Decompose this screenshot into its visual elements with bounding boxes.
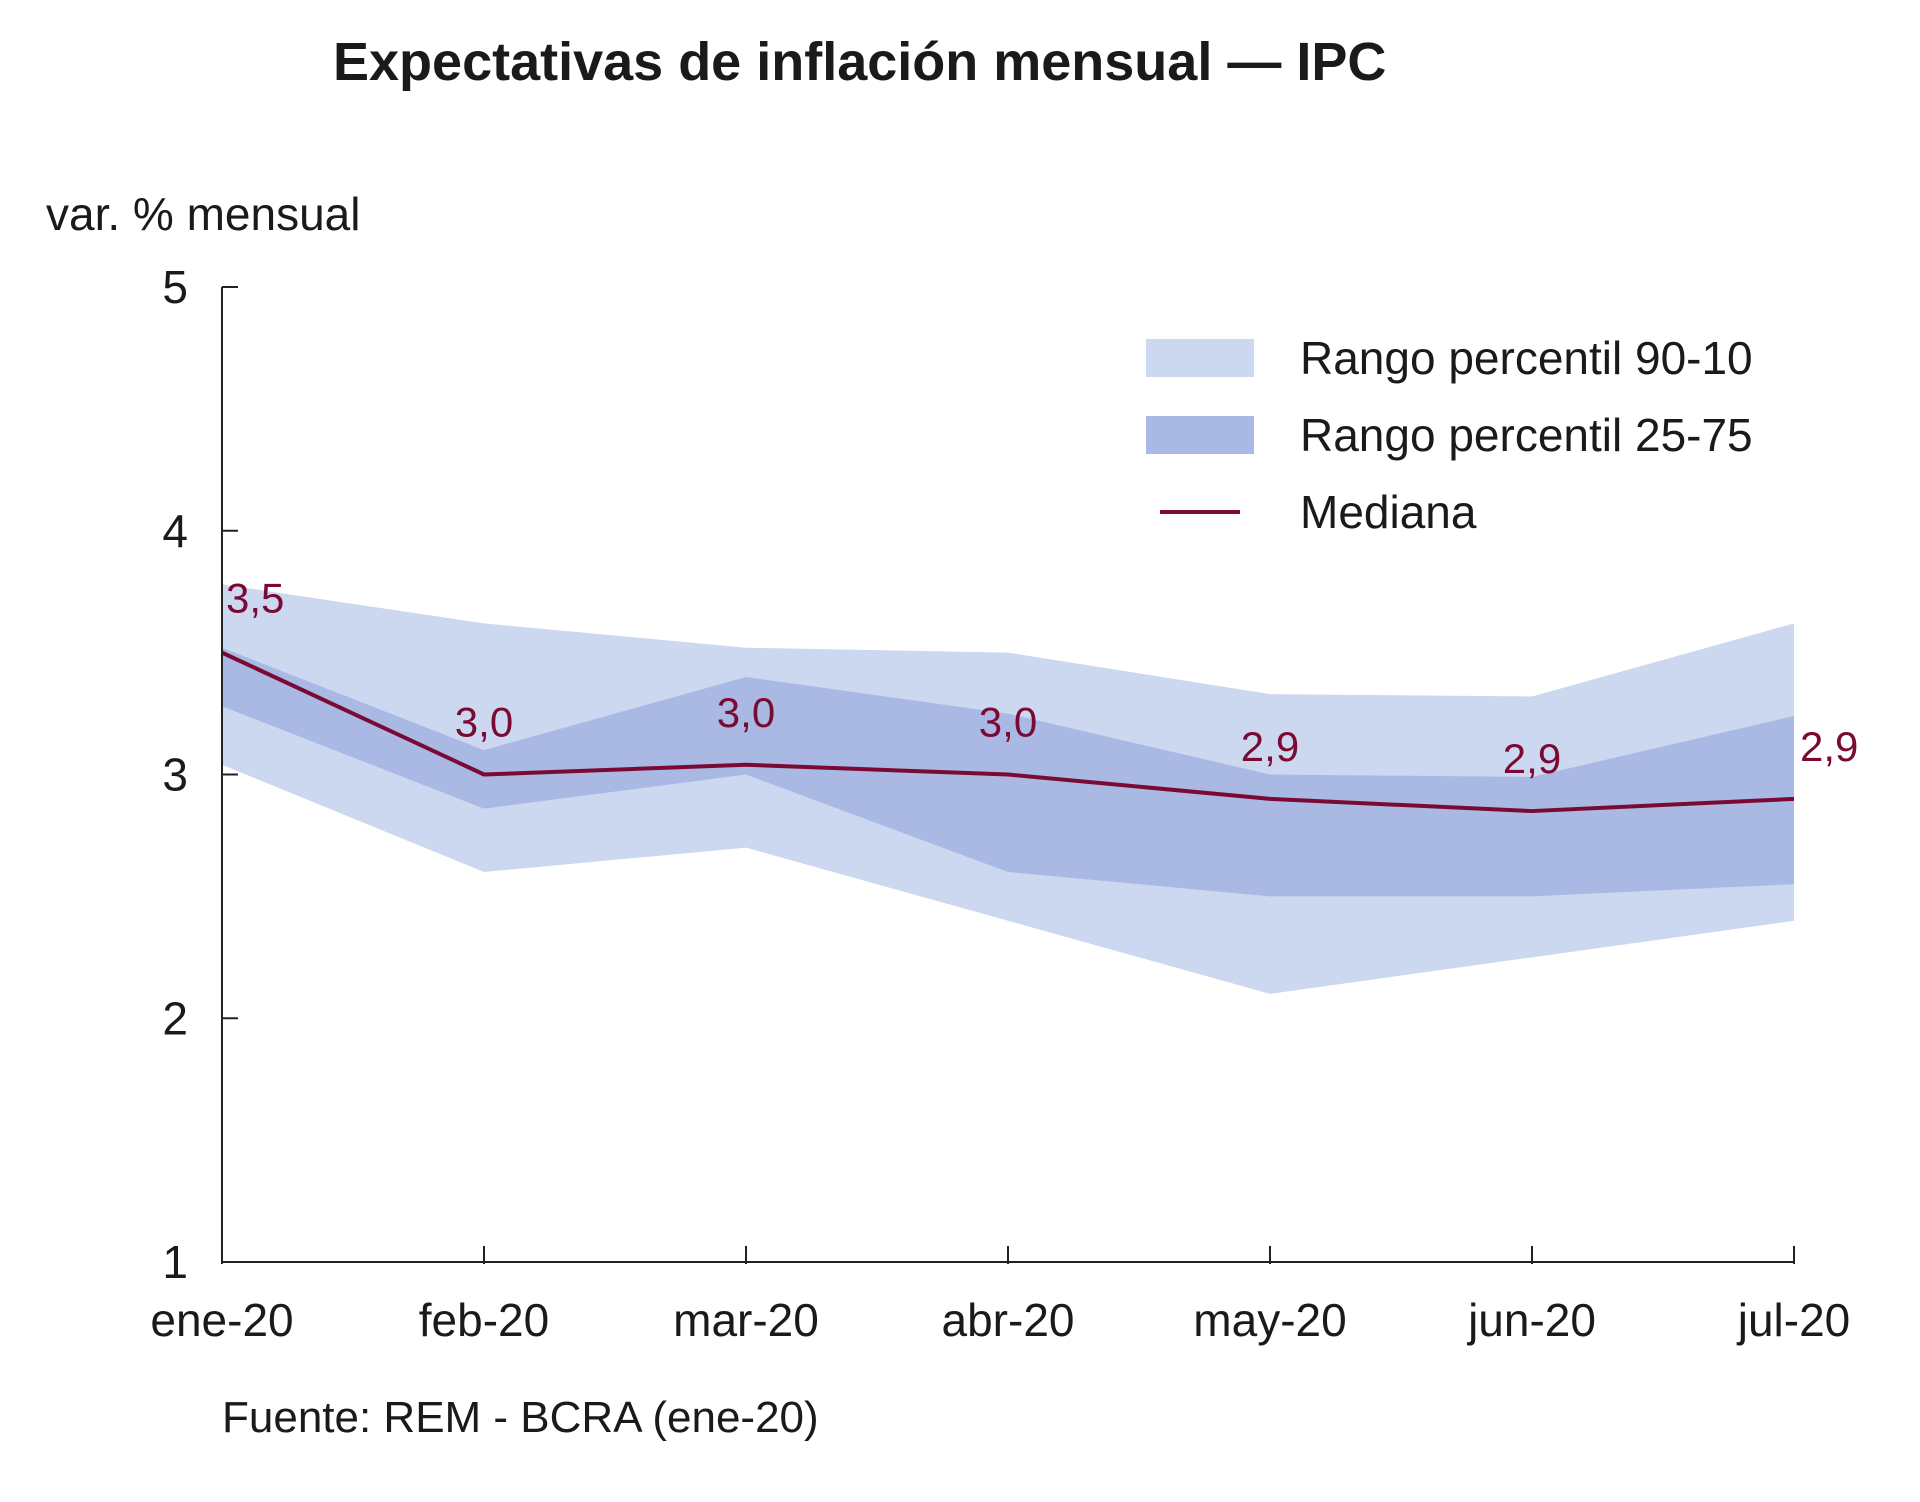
y-tick-label: 2 — [162, 992, 188, 1044]
legend-label: Rango percentil 90-10 — [1300, 332, 1753, 384]
x-tick-label: ene-20 — [150, 1294, 293, 1346]
y-axis-label: var. % mensual — [46, 188, 360, 240]
axes-group: 1 2 3 4 5 ene-20 feb-20 mar-20 abr-20 may-20 jun-2… — [150, 261, 1850, 1346]
x-tick-label: jun-20 — [1466, 1294, 1596, 1346]
data-labels-group: 3,5 3,0 3,0 3,0 2,9 2,9 2,9 — [226, 575, 1858, 782]
y-tick-label: 3 — [162, 749, 188, 801]
x-tick-label: feb-20 — [419, 1294, 549, 1346]
source-note: Fuente: REM - BCRA (ene-20) — [222, 1393, 819, 1442]
y-tick-label: 5 — [162, 261, 188, 313]
y-tick-label: 4 — [162, 505, 188, 557]
legend: Rango percentil 90-10 Rango percentil 25-… — [1146, 332, 1753, 538]
chart-title: Expectativas de inflación mensual — IPC — [333, 32, 1386, 92]
legend-swatch — [1146, 416, 1254, 454]
x-tick-label: abr-20 — [942, 1294, 1075, 1346]
data-label: 3,5 — [226, 575, 284, 622]
median-group — [221, 650, 1795, 814]
band-p25-75 — [222, 647, 1794, 897]
data-label: 2,9 — [1503, 735, 1561, 782]
data-label: 3,0 — [979, 699, 1037, 746]
data-label: 3,0 — [455, 699, 513, 746]
data-label: 3,0 — [717, 689, 775, 736]
y-tick-label: 1 — [162, 1236, 188, 1288]
legend-swatch — [1146, 339, 1254, 377]
x-tick-label: may-20 — [1193, 1294, 1346, 1346]
x-tick-label: mar-20 — [673, 1294, 819, 1346]
legend-label: Mediana — [1300, 486, 1477, 538]
median-line — [221, 650, 1795, 814]
data-label: 2,9 — [1800, 723, 1858, 770]
data-label: 2,9 — [1241, 723, 1299, 770]
bands-group — [222, 584, 1794, 994]
x-tick-label: jul-20 — [1736, 1294, 1851, 1346]
legend-label: Rango percentil 25-75 — [1300, 409, 1753, 461]
